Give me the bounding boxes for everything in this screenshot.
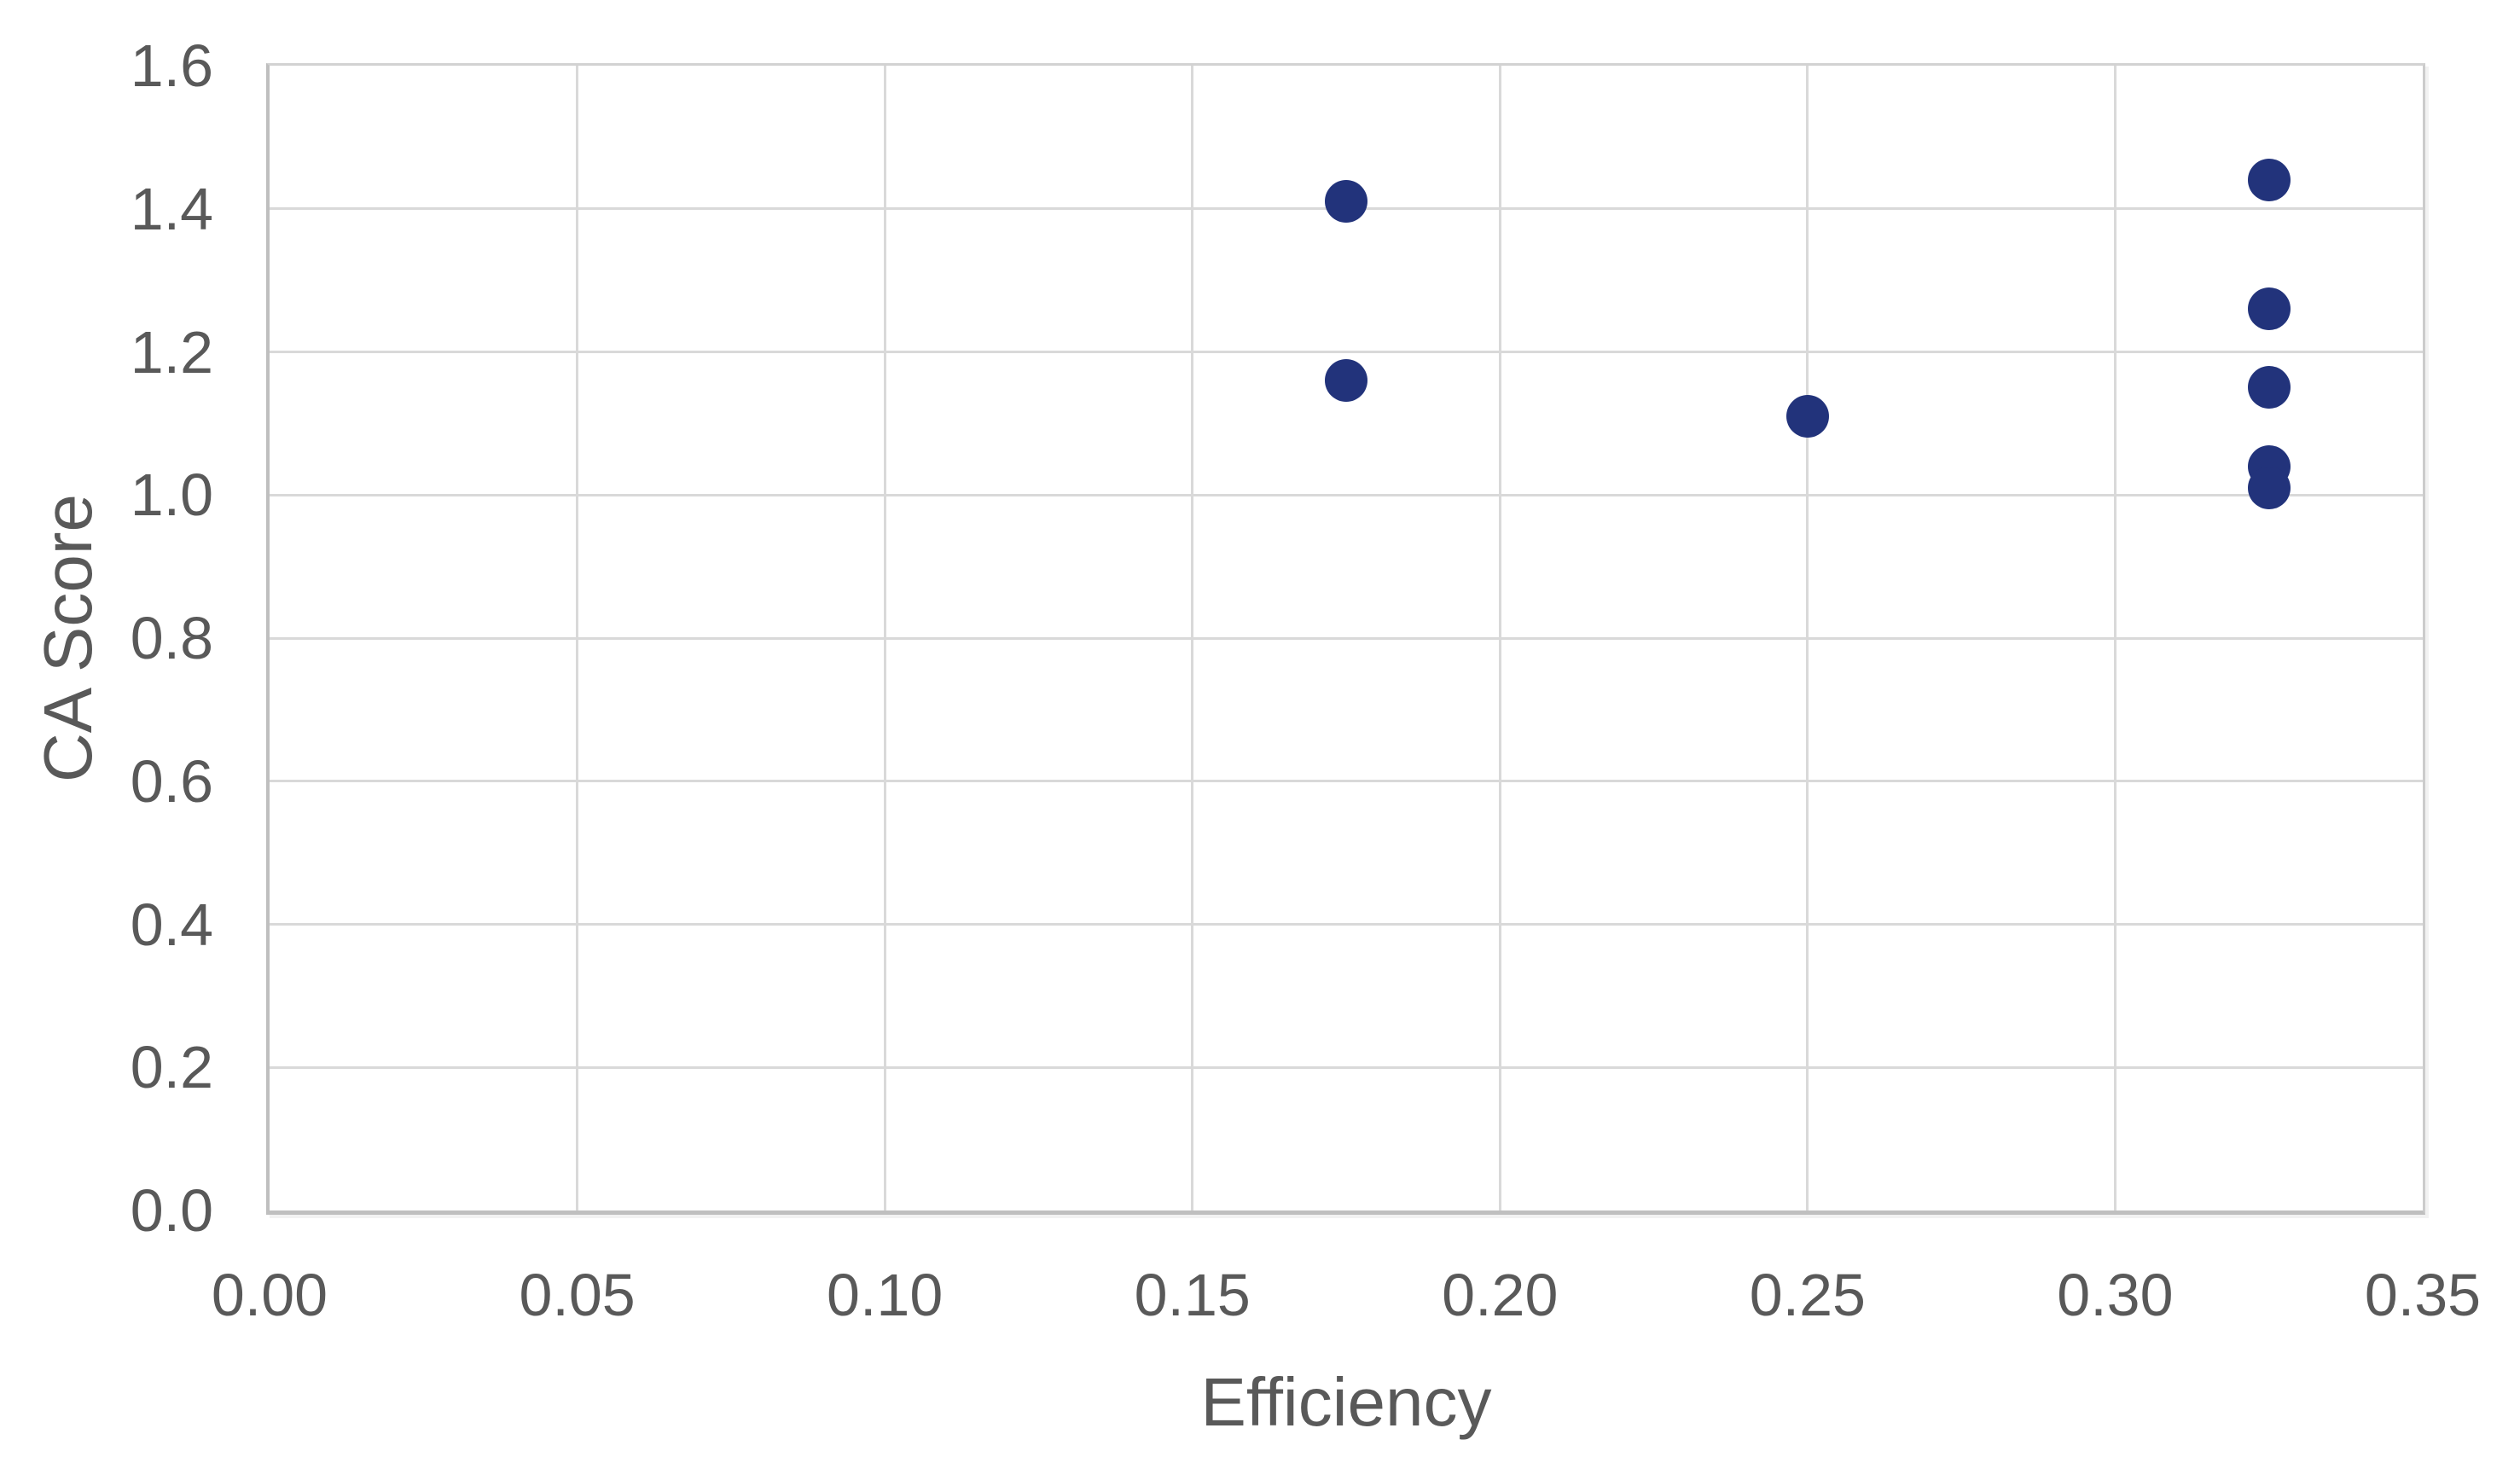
horizontal-gridline [270,493,2423,496]
x-tick-label: 0.15 [1134,1262,1251,1328]
y-tick-label: 1.4 [130,175,213,242]
data-point [2247,366,2291,409]
data-point [1325,180,1367,224]
x-tick-label: 0.00 [211,1262,328,1328]
x-tick-label: 0.30 [2057,1262,2174,1328]
x-tick-label: 0.20 [1442,1262,1559,1328]
x-tick-label: 0.10 [827,1262,944,1328]
y-tick-label: 1.6 [130,32,213,99]
x-tick-label: 0.25 [1749,1262,1866,1328]
y-tick-label: 1.2 [130,318,213,386]
data-point [1325,359,1367,403]
y-tick-label: 0.6 [130,747,213,815]
y-tick-label: 0.0 [130,1177,213,1244]
horizontal-gridline [270,636,2423,640]
horizontal-gridline [270,1065,2423,1069]
y-tick-label: 0.4 [130,891,213,958]
data-point [2247,466,2291,509]
horizontal-gridline [270,780,2423,783]
data-point [1785,394,1829,438]
x-axis-title: Efficiency [1200,1364,1492,1440]
horizontal-gridline [270,923,2423,926]
x-tick-label: 0.35 [2364,1262,2482,1328]
y-tick-label: 1.0 [130,462,213,529]
data-point [2247,287,2291,331]
y-tick-label: 0.2 [130,1034,213,1101]
plot-area [266,63,2425,1215]
y-axis-title: CA Score [30,494,106,782]
horizontal-gridline [270,351,2423,353]
data-point [2247,159,2291,202]
y-tick-label: 0.8 [130,605,213,671]
x-tick-label: 0.05 [519,1262,636,1328]
